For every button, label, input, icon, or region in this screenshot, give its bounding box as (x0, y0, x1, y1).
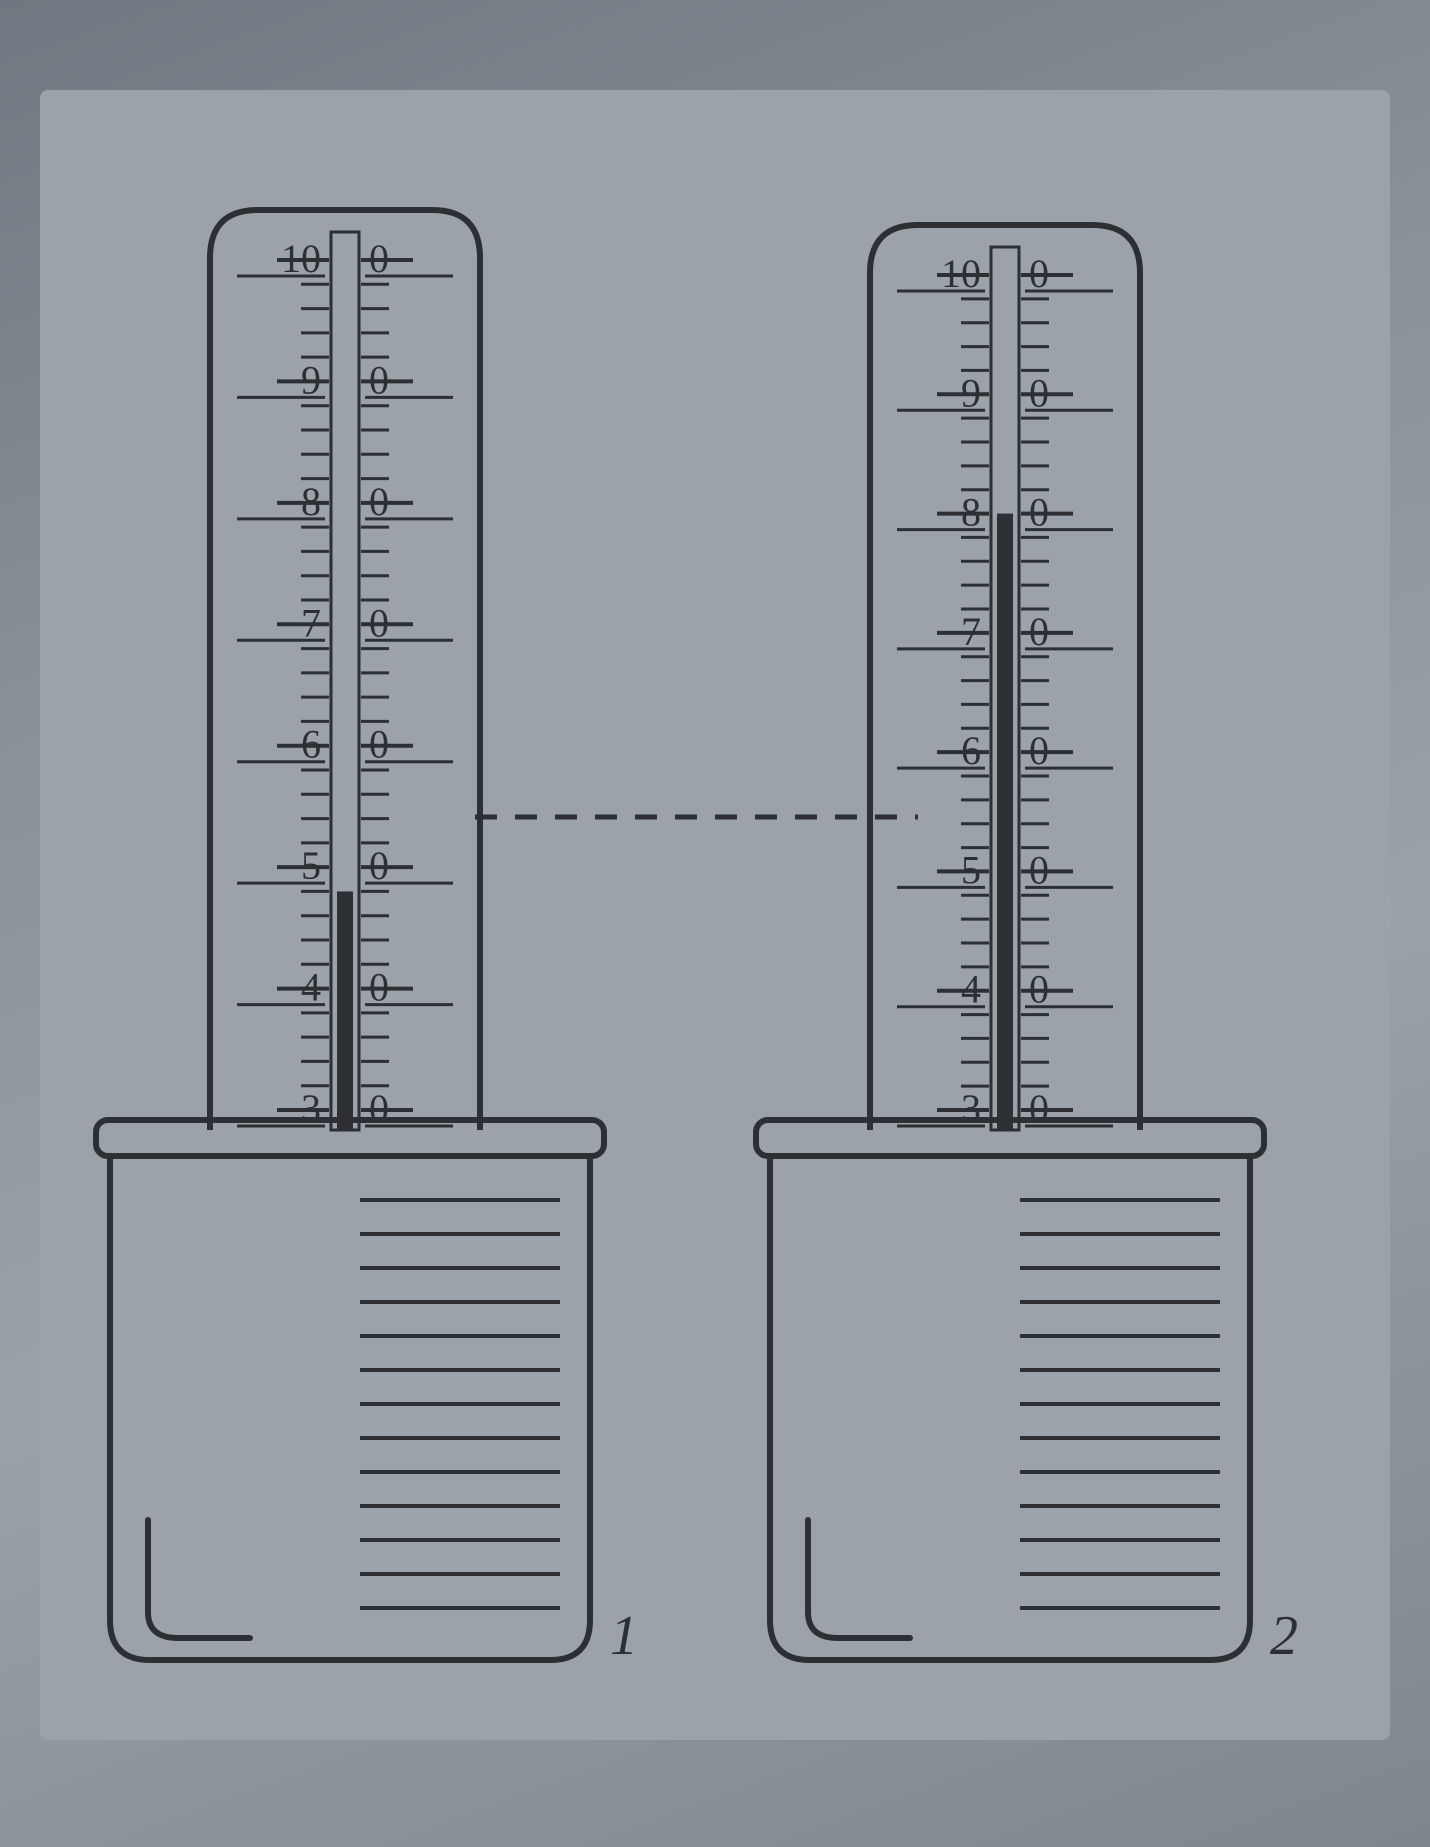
scale-number-left: 9 (301, 357, 321, 402)
scale-number-right: 0 (369, 722, 389, 767)
scale-number-right: 0 (1029, 490, 1049, 535)
scale-number-left: 6 (301, 722, 321, 767)
scale-number-right: 0 (369, 479, 389, 524)
scale-number-left: 8 (961, 490, 981, 535)
scale-number-right: 0 (1029, 370, 1049, 415)
scale-number-left: 7 (301, 600, 321, 645)
scale-number-right: 0 (369, 236, 389, 281)
scale-number-right: 0 (1029, 847, 1049, 892)
scale-number-left: 8 (301, 479, 321, 524)
beaker-inner-curve (808, 1520, 910, 1638)
scale-number-left: 5 (301, 843, 321, 888)
scale-number-right: 0 (1029, 967, 1049, 1012)
scale-number-right: 0 (369, 600, 389, 645)
thermometer-label: 2 (1270, 1605, 1298, 1667)
thermometer-diagram: 3 0 4 0 5 0 6 0 7 0 8 0 9 0 10 0 1 3 0 4 0 5 0 6 0 7 0 8 0 9 0 10 0 2 (0, 0, 1430, 1847)
beaker-body (770, 1156, 1250, 1660)
scale-number-left: 4 (301, 965, 321, 1010)
mercury-column (337, 891, 353, 1130)
beaker-body (110, 1156, 590, 1660)
page-background: 3 0 4 0 5 0 6 0 7 0 8 0 9 0 10 0 1 3 0 4 0 5 0 6 0 7 0 8 0 9 0 10 0 2 (0, 0, 1430, 1847)
scale-number-left: 5 (961, 847, 981, 892)
scale-number-right: 0 (1029, 609, 1049, 654)
scale-number-right: 0 (1029, 728, 1049, 773)
thermometer-label: 1 (610, 1605, 638, 1667)
scale-number-right: 0 (1029, 1086, 1049, 1131)
scale-number-right: 0 (369, 843, 389, 888)
beaker-inner-curve (148, 1520, 250, 1638)
scale-number-left: 10 (281, 236, 321, 281)
scale-number-left: 6 (961, 728, 981, 773)
scale-number-left: 4 (961, 967, 981, 1012)
scale-number-right: 0 (369, 1086, 389, 1131)
scale-number-right: 0 (369, 965, 389, 1010)
scale-number-right: 0 (369, 357, 389, 402)
scale-number-right: 0 (1029, 251, 1049, 296)
scale-number-left: 3 (961, 1086, 981, 1131)
scale-number-left: 7 (961, 609, 981, 654)
mercury-column (997, 514, 1013, 1130)
scale-number-left: 9 (961, 370, 981, 415)
scale-number-left: 3 (301, 1086, 321, 1131)
scale-number-left: 10 (941, 251, 981, 296)
diagram-stage: 3 0 4 0 5 0 6 0 7 0 8 0 9 0 10 0 1 3 0 4 0 5 0 6 0 7 0 8 0 9 0 10 0 2 (0, 0, 1430, 1847)
